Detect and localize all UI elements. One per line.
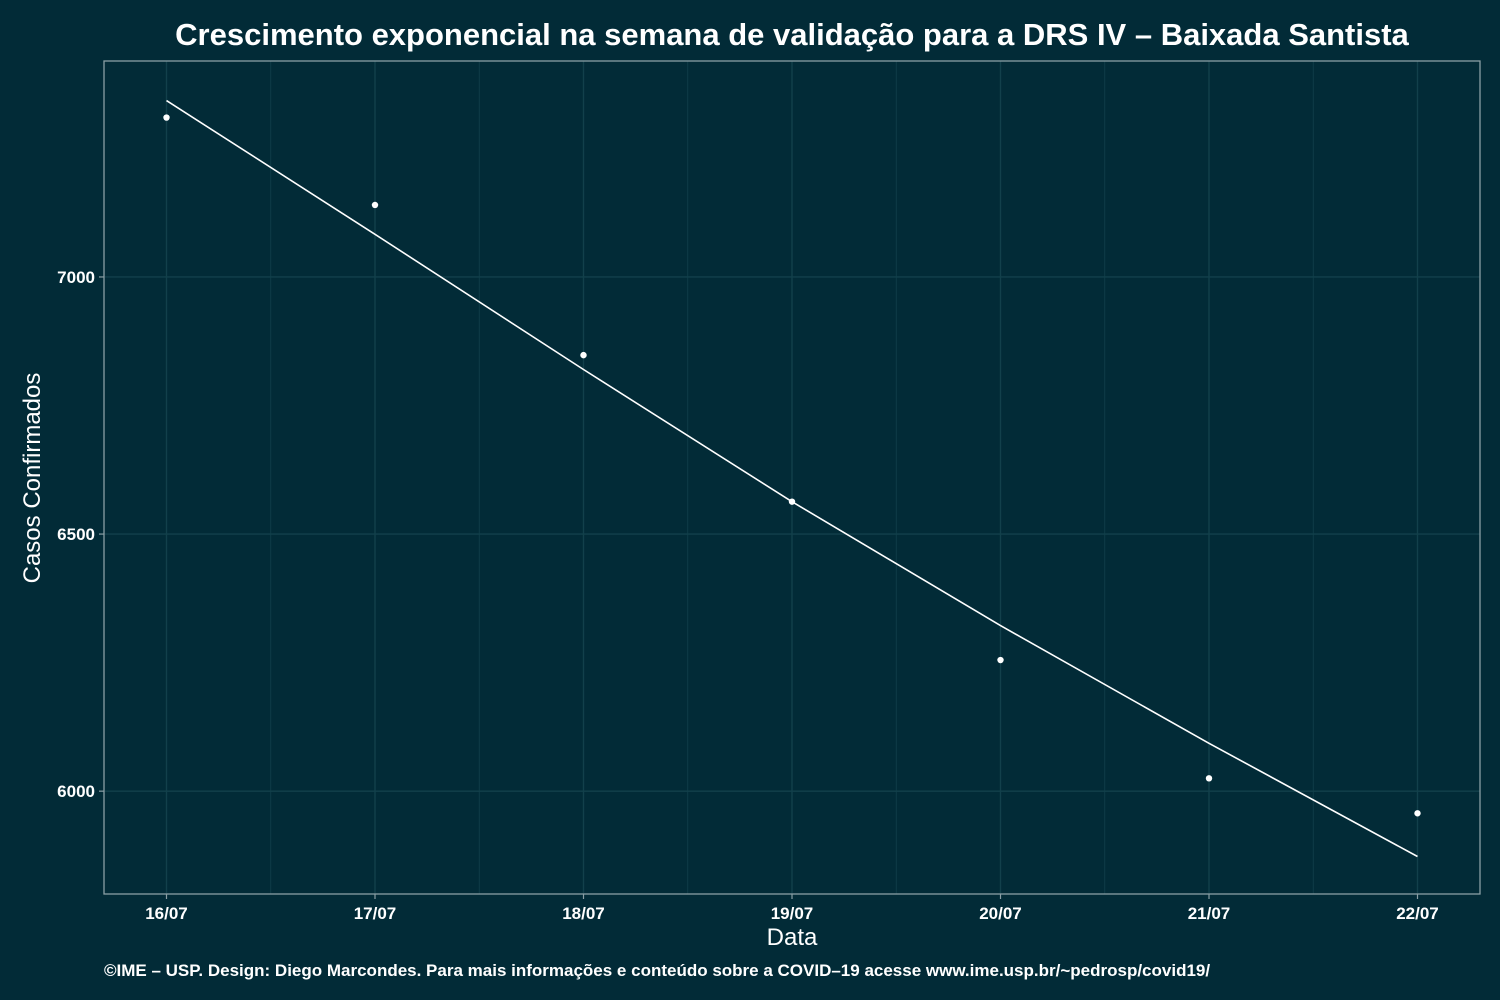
data-point bbox=[1414, 810, 1421, 817]
gridlines bbox=[104, 61, 1480, 894]
caption: ©IME – USP. Design: Diego Marcondes. Par… bbox=[104, 961, 1210, 980]
x-axis-title: Data bbox=[767, 924, 818, 951]
x-tick-label: 19/07 bbox=[771, 904, 814, 923]
data-point bbox=[371, 201, 379, 209]
x-tick-label: 17/07 bbox=[354, 904, 397, 923]
chart-title: Crescimento exponencial na semana de val… bbox=[175, 17, 1409, 52]
y-tick-label: 6500 bbox=[57, 525, 95, 544]
x-axis: 16/07 17/07 18/07 19/07 20/07 21/07 22/07 bbox=[145, 894, 1439, 923]
x-tick-label: 20/07 bbox=[979, 904, 1022, 923]
x-tick-label: 21/07 bbox=[1188, 904, 1231, 923]
y-axis: 6000 6500 7000 bbox=[57, 268, 104, 801]
data-point bbox=[580, 351, 587, 359]
series bbox=[163, 99, 1421, 858]
x-tick-label: 22/07 bbox=[1396, 904, 1439, 923]
data-point bbox=[997, 656, 1004, 664]
data-point bbox=[163, 114, 170, 121]
y-axis-title: Casos Confirmados bbox=[19, 373, 46, 584]
x-tick-label: 18/07 bbox=[562, 904, 605, 923]
y-tick-label: 7000 bbox=[57, 268, 95, 287]
data-point bbox=[788, 498, 796, 505]
x-tick-label: 16/07 bbox=[145, 904, 188, 923]
data-point bbox=[1205, 775, 1213, 782]
y-tick-label: 6000 bbox=[57, 782, 95, 801]
